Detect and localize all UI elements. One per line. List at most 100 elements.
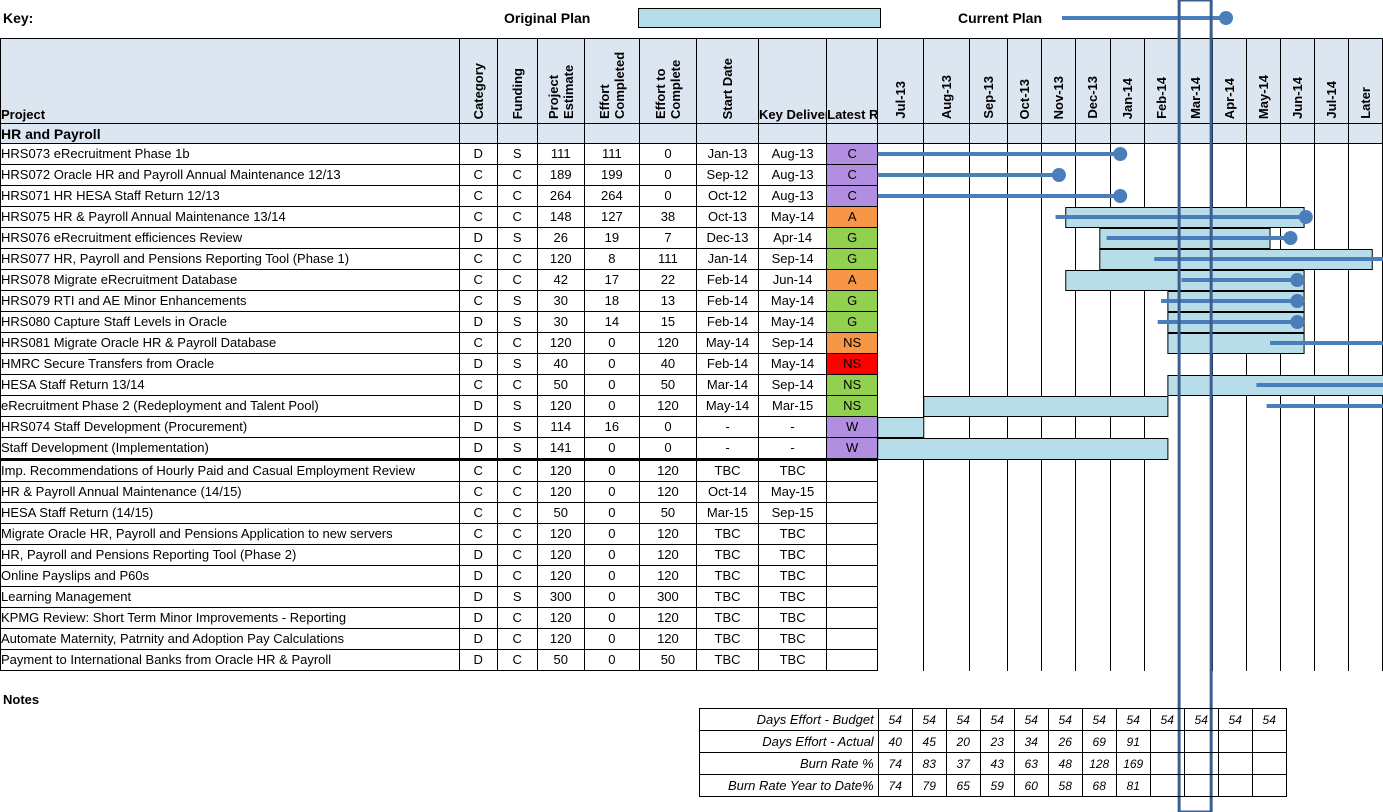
delivery-date-cell: -	[758, 416, 828, 438]
delivery-date-cell: TBC	[758, 565, 828, 587]
effort-to-complete-cell: 0	[638, 416, 697, 438]
timeline-cell	[923, 523, 971, 545]
timeline-cell	[1177, 649, 1213, 671]
category-cell: C	[458, 164, 498, 186]
timeline-cell	[923, 459, 971, 482]
timeline-cell	[877, 459, 925, 482]
effort-to-complete-cell: 120	[638, 565, 697, 587]
timeline-cell	[1177, 586, 1213, 608]
funding-cell: S	[496, 290, 538, 312]
budget-value: 54	[1251, 708, 1287, 731]
timeline-cell	[1211, 311, 1247, 333]
funding-cell: S	[496, 227, 538, 249]
category-cell: C	[458, 502, 498, 524]
estimate-cell: 120	[536, 607, 585, 629]
timeline-cell	[1007, 395, 1043, 417]
timeline-cell	[1109, 332, 1145, 354]
header-row: Project Category Funding Project Estimat…	[0, 38, 1383, 124]
timeline-cell	[1109, 395, 1145, 417]
timeline-cell	[969, 374, 1009, 396]
table-row: Automate Maternity, Patrnity and Adoptio…	[0, 628, 1383, 650]
category-cell: D	[458, 227, 498, 249]
table-row: HRS072 Oracle HR and Payroll Annual Main…	[0, 164, 1383, 186]
timeline-cell	[1245, 649, 1281, 671]
rag-cell	[826, 544, 879, 566]
timeline-cell	[1211, 459, 1247, 482]
budget-row-label: Days Effort - Budget	[699, 708, 879, 731]
timeline-cell	[1041, 143, 1077, 165]
delivery-date-cell: Sep-15	[758, 502, 828, 524]
rag-cell	[826, 523, 879, 545]
timeline-cell	[1075, 269, 1111, 291]
timeline-cell	[923, 607, 971, 629]
budget-value: 58	[1047, 774, 1083, 797]
timeline-cell	[1007, 269, 1043, 291]
timeline-cell	[1075, 459, 1111, 482]
timeline-cell	[1279, 628, 1315, 650]
category-cell: D	[458, 586, 498, 608]
timeline-cell	[1075, 544, 1111, 566]
timeline-cell	[1347, 185, 1383, 207]
timeline-cell	[1313, 607, 1349, 629]
budget-value: 54	[979, 708, 1015, 731]
effort-to-complete-cell: 40	[638, 353, 697, 375]
project-name: Learning Management	[0, 586, 460, 608]
rag-cell	[826, 607, 879, 629]
timeline-cell	[1279, 269, 1315, 291]
funding-cell: C	[496, 269, 538, 291]
timeline-cell	[1313, 437, 1349, 460]
timeline-cell	[1313, 502, 1349, 524]
estimate-cell: 50	[536, 502, 585, 524]
rag-cell	[826, 628, 879, 650]
delivery-date-cell: Aug-13	[758, 164, 828, 186]
project-name: KPMG Review: Short Term Minor Improvemen…	[0, 607, 460, 629]
timeline-cell	[1279, 143, 1315, 165]
start-date-cell: May-14	[695, 332, 760, 354]
timeline-cell	[1313, 143, 1349, 165]
timeline-cell	[1211, 143, 1247, 165]
project-name: HRS078 Migrate eRecruitment Database	[0, 269, 460, 291]
timeline-cell	[1211, 206, 1247, 228]
budget-value: 37	[945, 752, 981, 775]
timeline-cell	[1143, 185, 1179, 207]
effort-completed-cell: 0	[583, 544, 640, 566]
timeline-cell	[1347, 248, 1383, 270]
delivery-date-cell: TBC	[758, 459, 828, 482]
timeline-cell	[1007, 206, 1043, 228]
effort-to-complete-cell: 15	[638, 311, 697, 333]
timeline-cell	[1279, 227, 1315, 249]
effort-to-complete-cell: 111	[638, 248, 697, 270]
rag-cell: NS	[826, 332, 879, 354]
timeline-cell	[1245, 565, 1281, 587]
rag-cell	[826, 586, 879, 608]
month-header: Nov-13	[1041, 38, 1077, 124]
budget-value: 34	[1013, 730, 1049, 753]
effort-to-complete-cell: 0	[638, 185, 697, 207]
start-date-cell: TBC	[695, 586, 760, 608]
delivery-date-cell: Sep-14	[758, 332, 828, 354]
timeline-cell	[1211, 502, 1247, 524]
timeline-cell	[1075, 290, 1111, 312]
col-project-estimate: Project Estimate	[536, 38, 585, 124]
timeline-cell	[969, 586, 1009, 608]
timeline-cell	[1007, 437, 1043, 460]
timeline-cell	[1313, 481, 1349, 503]
funding-cell: S	[496, 437, 538, 461]
timeline-cell	[1245, 395, 1281, 417]
category-cell: D	[458, 565, 498, 587]
budget-value: 54	[1115, 708, 1151, 731]
timeline-cell	[1143, 523, 1179, 545]
timeline-cell	[1177, 395, 1213, 417]
timeline-cell	[1041, 459, 1077, 482]
start-date-cell: TBC	[695, 544, 760, 566]
timeline-cell	[1109, 502, 1145, 524]
timeline-cell	[923, 586, 971, 608]
budget-value: 91	[1115, 730, 1151, 753]
timeline-cell	[1245, 290, 1281, 312]
table-row: HRS071 HR HESA Staff Return 12/13 C C 264 26…	[0, 185, 1383, 207]
timeline-cell	[1347, 332, 1383, 354]
timeline-cell	[969, 206, 1009, 228]
timeline-cell	[1007, 607, 1043, 629]
timeline-cell	[1041, 311, 1077, 333]
effort-completed-cell: 0	[583, 437, 640, 461]
